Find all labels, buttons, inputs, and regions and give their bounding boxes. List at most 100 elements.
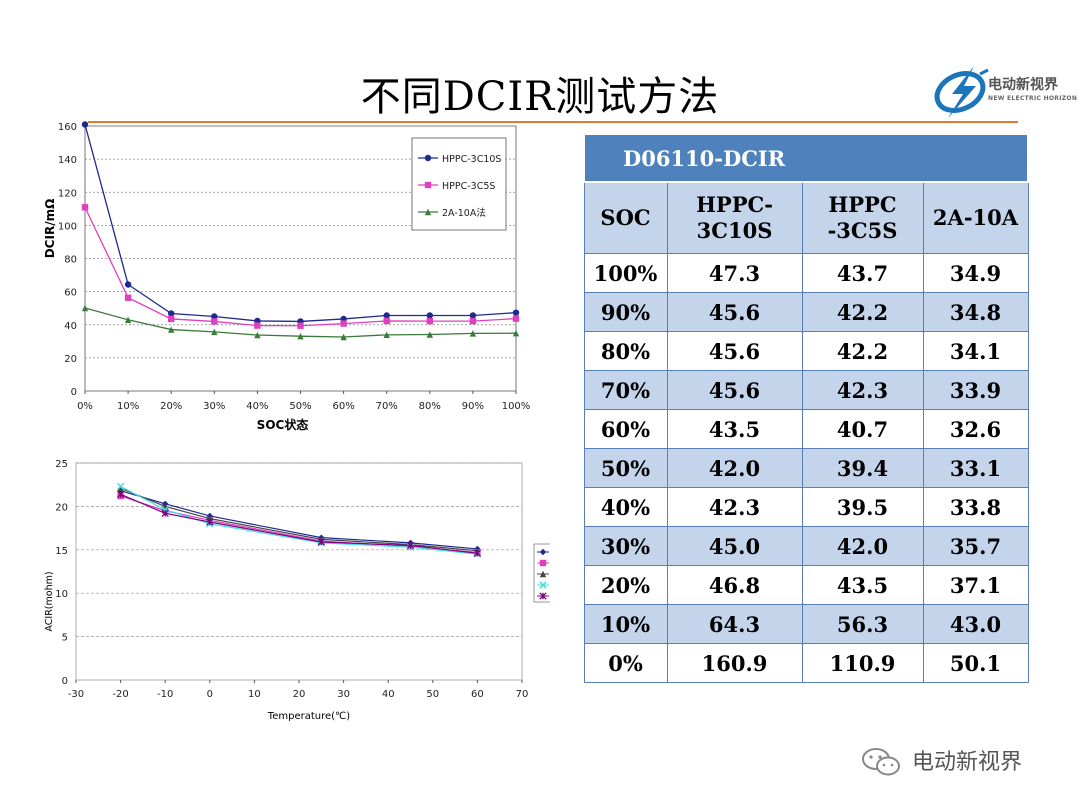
value-cell: 32.6 (922, 409, 1029, 449)
value-cell: 34.8 (922, 292, 1029, 332)
table-row: 80% 45.6 42.2 34.1 (583, 331, 1029, 371)
data-point (383, 317, 390, 325)
x-tick-label: 50% (289, 401, 311, 412)
soc-cell: 40% (583, 487, 668, 527)
data-point (254, 322, 261, 329)
data-point (211, 318, 218, 325)
series-line (120, 487, 478, 552)
x-tick-label: 50 (426, 689, 439, 700)
data-point (512, 329, 520, 337)
acir-temperature-chart: 0 5 10 15 20 25 -30 -20 -10 0 10 20 30 40 50 60 70 Temper… (44, 459, 550, 722)
y-tick-label: 100 (58, 221, 77, 232)
soc-cell: 0% (583, 643, 668, 683)
value-cell: 39.5 (801, 487, 924, 527)
value-cell: 42.2 (801, 331, 924, 371)
column-header-hppc-3c10s: HPPC-3C10S (666, 181, 803, 254)
y-axis-label: DCIR/mΩ (43, 199, 57, 259)
legend-marker (424, 181, 432, 189)
page-title: 不同DCIR测试方法 (360, 74, 720, 120)
y-tick-label: 20 (64, 354, 77, 365)
data-point (383, 331, 390, 339)
value-cell: 45.0 (666, 526, 803, 566)
x-tick-label: 80% (419, 401, 441, 412)
value-cell: 50.1 (922, 643, 1029, 683)
value-cell: 42.0 (666, 448, 803, 488)
value-cell: 39.4 (801, 448, 924, 488)
value-cell: 43.0 (922, 604, 1029, 644)
value-cell: 45.6 (666, 292, 803, 332)
x-tick-label: 100% (502, 401, 531, 412)
legend-entry: 2A-10A法 (442, 207, 486, 219)
value-cell: 110.9 (801, 643, 924, 683)
x-tick-label: 0% (77, 401, 93, 412)
soc-cell: 80% (583, 331, 668, 371)
soc-cell: 70% (583, 370, 668, 410)
dcir-table: D06110-DCIR SOC HPPC-3C10S HPPC-3C5S 2A-… (583, 133, 1029, 683)
data-point (161, 509, 169, 518)
y-tick-label: 60 (64, 288, 77, 299)
data-point (117, 484, 124, 492)
data-point (124, 294, 132, 301)
table-row: 100% 47.3 43.7 34.9 (583, 253, 1029, 293)
value-cell: 43.5 (666, 409, 803, 449)
data-point (340, 333, 347, 341)
data-point (383, 312, 390, 319)
x-tick-label: -10 (157, 689, 173, 700)
x-tick-label: 0 (207, 689, 213, 700)
y-tick-label: 15 (55, 546, 68, 557)
column-header-label: HPPC-3C10S (696, 192, 773, 243)
legend-marker (424, 154, 432, 162)
table-row: 70% 45.6 42.3 33.9 (583, 370, 1029, 410)
data-point (81, 204, 89, 211)
data-point (116, 490, 125, 498)
data-point (206, 518, 214, 526)
data-point (81, 121, 89, 128)
data-point (297, 322, 304, 329)
x-tick-label: 90% (462, 401, 484, 412)
value-cell: 33.1 (922, 448, 1029, 488)
plot-area (75, 462, 523, 681)
x-tick-label: -30 (68, 689, 84, 700)
table-caption-row: D06110-DCIR (583, 133, 1029, 183)
y-tick-label: 40 (64, 321, 77, 332)
column-header-2a-10a: 2A-10A (922, 181, 1029, 254)
y-tick-label: 20 (55, 502, 68, 513)
soc-cell: 100% (583, 253, 668, 293)
value-cell: 45.6 (666, 370, 803, 410)
soc-cell: 50% (583, 448, 668, 488)
data-point (512, 309, 520, 316)
x-axis-label: Temperature(℃) (267, 711, 350, 722)
x-tick-label: 10 (248, 689, 261, 700)
value-cell: 64.3 (666, 604, 803, 644)
soc-cell: 10% (583, 604, 668, 644)
value-cell: 42.0 (801, 526, 924, 566)
y-tick-label: 0 (62, 676, 68, 687)
legend-entry: HPPC-3C5S (442, 181, 495, 192)
table-header-row: SOC HPPC-3C10S HPPC-3C5S 2A-10A (583, 181, 1029, 254)
soc-cell: 30% (583, 526, 668, 566)
logo-name-cn: 电动新视界 (988, 77, 1058, 93)
data-point (469, 330, 477, 337)
y-tick-label: 5 (62, 633, 68, 644)
legend-marker (539, 581, 547, 589)
series-line (120, 490, 478, 550)
x-tick-label: 20 (293, 689, 306, 700)
table-row: 40% 42.3 39.5 33.8 (583, 487, 1029, 527)
y-tick-label: 120 (58, 188, 77, 199)
y-tick-label: 10 (55, 589, 68, 600)
value-cell: 42.3 (666, 487, 803, 527)
value-cell: 35.7 (922, 526, 1029, 566)
y-tick-label: 25 (55, 459, 68, 470)
data-point (81, 304, 89, 312)
data-point (340, 320, 347, 327)
table-row: 60% 43.5 40.7 32.6 (583, 409, 1029, 449)
value-cell: 33.9 (922, 370, 1029, 410)
value-cell: 160.9 (666, 643, 803, 683)
x-tick-label: 20% (160, 401, 182, 412)
column-header-hppc-3c5s: HPPC-3C5S (801, 181, 924, 254)
value-cell: 40.7 (801, 409, 924, 449)
dcir-soc-chart: 0 20 40 60 80 100 120 140 160 0% 10% 20% 30% 40% 50% 60… (43, 121, 531, 432)
value-cell: 42.2 (801, 292, 924, 332)
value-cell: 56.3 (801, 604, 924, 644)
y-tick-label: 0 (71, 387, 77, 398)
